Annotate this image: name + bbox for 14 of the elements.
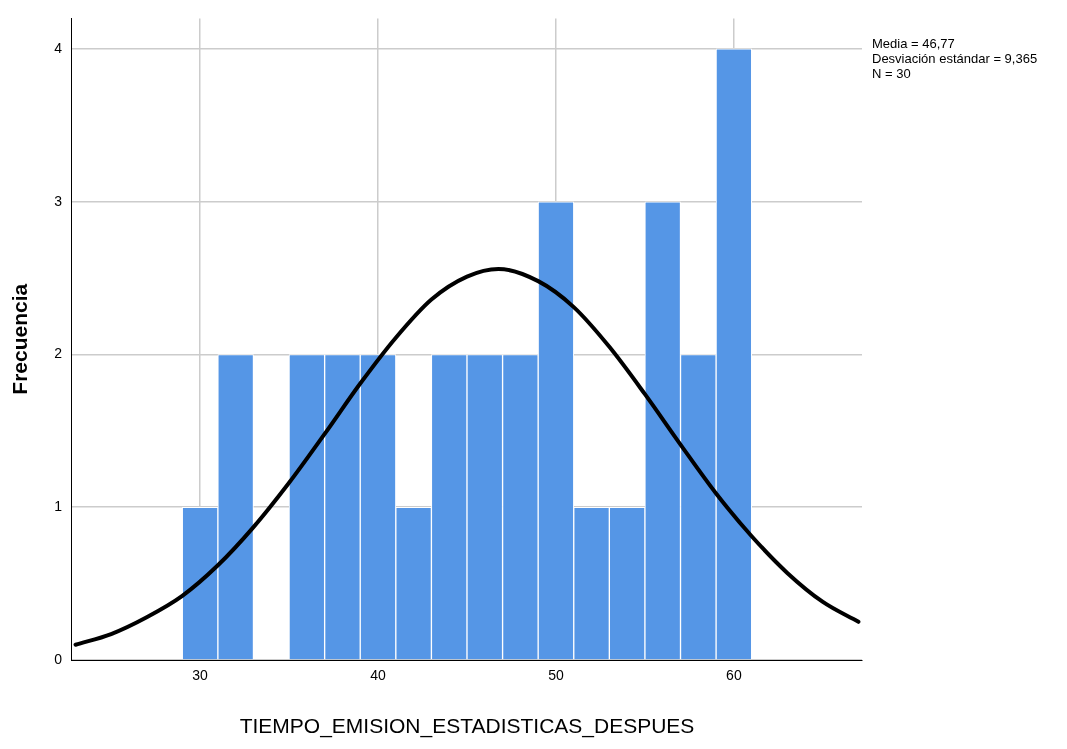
- x-axis-title: TIEMPO_EMISION_ESTADISTICAS_DESPUES: [239, 714, 695, 739]
- text: Media = 46,77: [872, 36, 955, 52]
- x-tick-label: 30: [192, 667, 209, 684]
- y-tick-label: 0: [54, 650, 63, 667]
- y-tick-label: 3: [54, 192, 63, 209]
- text: Desviación estándar = 9,365: [872, 51, 1038, 67]
- y-tick-label: 1: [54, 498, 63, 515]
- y-tick-label: 4: [54, 39, 63, 56]
- x-tick-label: 50: [548, 667, 564, 684]
- y-axis-title: Frecuencia: [8, 283, 32, 395]
- text: N = 30: [872, 66, 911, 82]
- x-tick-label: 60: [726, 667, 742, 684]
- y-tick-label: 2: [54, 345, 63, 362]
- x-tick-label: 40: [370, 667, 387, 684]
